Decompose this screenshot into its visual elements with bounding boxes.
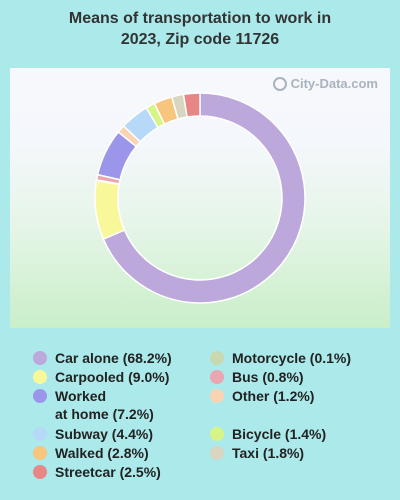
legend-item-subway: Subway (4.4%) xyxy=(33,425,153,443)
donut-slice-car-alone xyxy=(102,92,306,304)
legend-item-carpooled: Carpooled (9.0%) xyxy=(33,368,169,386)
legend-swatch xyxy=(33,389,47,403)
legend-label: Carpooled (9.0%) xyxy=(55,369,170,385)
legend-item-streetcar: Streetcar (2.5%) xyxy=(33,463,161,481)
donut-slice-carpooled xyxy=(94,179,126,241)
legend-label: Streetcar (2.5%) xyxy=(55,464,161,480)
legend-swatch xyxy=(210,446,224,460)
chart-title: Means of transportation to work in 2023,… xyxy=(0,8,400,50)
watermark-text: City-Data.com xyxy=(290,76,378,91)
legend-label: Taxi (1.8%) xyxy=(232,445,305,461)
legend-swatch xyxy=(210,351,224,365)
legend-item-walked: Walked (2.8%) xyxy=(33,444,149,462)
watermark: City-Data.com xyxy=(272,76,378,91)
legend-item-other: Other (1.2%) xyxy=(210,387,314,405)
legend-label: Other (1.2%) xyxy=(232,388,315,404)
legend-label: Walked (2.8%) xyxy=(55,445,149,461)
legend-swatch xyxy=(33,370,47,384)
legend-label: Car alone (68.2%) xyxy=(55,350,172,366)
legend-item-bus: Bus (0.8%) xyxy=(210,368,304,386)
legend-swatch xyxy=(33,427,47,441)
legend-label: Bus (0.8%) xyxy=(232,369,304,385)
legend-swatch xyxy=(33,351,47,365)
legend-swatch xyxy=(210,370,224,384)
legend-item-taxi: Taxi (1.8%) xyxy=(210,444,304,462)
legend-swatch xyxy=(33,465,47,479)
legend-label: Motorcycle (0.1%) xyxy=(232,350,352,366)
legend-item-worked-at-home: Worked at home (7.2%) xyxy=(33,387,154,423)
legend: Car alone (68.2%) Carpooled (9.0%) Worked … xyxy=(0,345,400,495)
legend-label: Subway (4.4%) xyxy=(55,426,154,442)
legend-swatch xyxy=(210,427,224,441)
legend-item-motorcycle: Motorcycle (0.1%) xyxy=(210,349,351,367)
legend-swatch xyxy=(33,446,47,460)
legend-label: Worked at home (7.2%) xyxy=(55,388,154,422)
plot-area: City-Data.com xyxy=(10,68,390,328)
legend-label: Bicycle (1.4%) xyxy=(232,426,327,442)
chart-title-line2: 2023, Zip code 11726 xyxy=(120,31,280,48)
donut-slice-streetcar xyxy=(182,92,201,118)
legend-item-bicycle: Bicycle (1.4%) xyxy=(210,425,326,443)
chart-title-line1: Means of transportation to work in xyxy=(68,10,332,27)
magnifier-icon xyxy=(272,76,287,91)
legend-swatch xyxy=(210,389,224,403)
donut-chart xyxy=(94,92,306,304)
legend-item-car-alone: Car alone (68.2%) xyxy=(33,349,172,367)
